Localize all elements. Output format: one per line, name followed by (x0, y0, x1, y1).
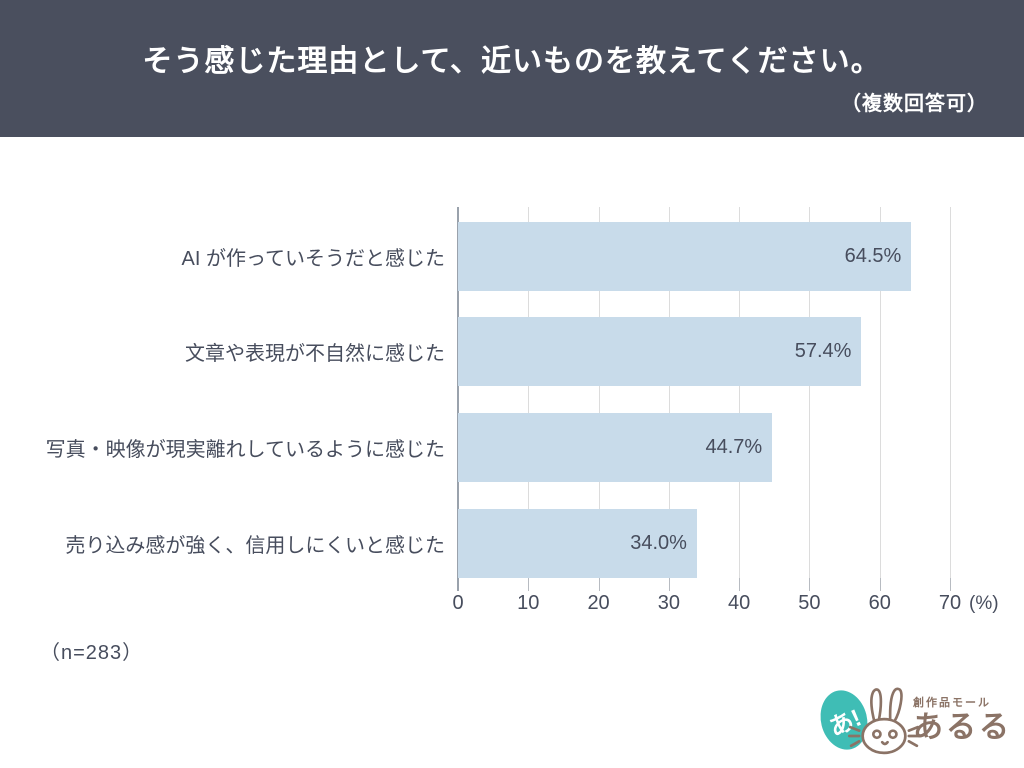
aruru-logo: あ! 創作品モール あるる (814, 680, 1012, 760)
bar-track: 64.5% (458, 222, 950, 291)
x-tick-label: 60 (868, 592, 891, 614)
bar-row: AI が作っていそうだと感じた 64.5% (25, 222, 950, 291)
multiple-answer-note: （複数回答可） (841, 93, 988, 115)
header-band: そう感じた理由として、近いものを教えてください。 （複数回答可） (0, 0, 1024, 137)
axis-tick (879, 578, 881, 591)
value-label: 57.4% (794, 340, 852, 362)
x-tick-label: 70 (938, 592, 962, 614)
value-label: 34.0% (630, 532, 687, 554)
x-tick-label: 0 (452, 592, 464, 614)
bar-track: 44.7% (458, 413, 950, 482)
category-label: AI が作っていそうだと感じた (181, 248, 445, 270)
logo-text: 創作品モール あるる (913, 694, 1012, 746)
gridline (739, 207, 741, 578)
axis-tick (528, 578, 530, 591)
axis-tick (668, 578, 670, 591)
bar-rows: AI が作っていそうだと感じた 64.5% 文章や表現が不自然に感じた 57.4% 写真… (25, 207, 950, 578)
y-axis-line (457, 207, 459, 578)
gridline (528, 207, 530, 578)
x-tick-label: 50 (798, 592, 821, 614)
axis-tick (598, 578, 600, 591)
bar-chart-plot (457, 207, 951, 591)
bar: 64.5% (458, 222, 912, 291)
axis-tick (739, 578, 741, 591)
gridline (950, 207, 951, 578)
bar-row: 売り込み感が強く、信用しにくいと感じた 34.0% (25, 509, 950, 578)
axis-tick (457, 578, 459, 591)
bar: 44.7% (458, 413, 773, 482)
rabbit-icon (848, 687, 920, 755)
gridline (598, 207, 600, 578)
bar-row: 文章や表現が不自然に感じた 57.4% (25, 317, 950, 386)
bar: 34.0% (458, 509, 697, 578)
bar-track: 57.4% (458, 317, 950, 386)
gridline (668, 207, 670, 578)
axis-tick (950, 578, 951, 591)
x-axis: (%) 0 10 20 30 40 50 60 70 (452, 592, 1024, 620)
x-axis-unit-label: (%) (969, 593, 999, 614)
logo-tagline: 創作品モール (913, 697, 991, 709)
x-tick-label: 20 (587, 592, 610, 614)
sample-size-label: （n=283） (40, 642, 144, 664)
x-tick-label: 10 (517, 592, 540, 614)
x-tick-label: 30 (657, 592, 680, 614)
category-label: 売り込み感が強く、信用しにくいと感じた (65, 535, 445, 557)
bar-track: 34.0% (458, 509, 950, 578)
gridline (879, 207, 881, 578)
value-label: 44.7% (705, 436, 763, 458)
page-title: そう感じた理由として、近いものを教えてください。 (142, 45, 882, 78)
category-label: 文章や表現が不自然に感じた (185, 343, 445, 365)
category-label: 写真・映像が現実離れしているように感じた (45, 439, 445, 461)
bar-row: 写真・映像が現実離れしているように感じた 44.7% (25, 413, 950, 482)
value-label: 64.5% (844, 245, 902, 267)
x-tick-label: 40 (728, 592, 751, 614)
bar: 57.4% (458, 317, 862, 386)
gridline (809, 207, 811, 578)
axis-tick (809, 578, 811, 591)
logo-brand: あるる (913, 711, 1012, 744)
